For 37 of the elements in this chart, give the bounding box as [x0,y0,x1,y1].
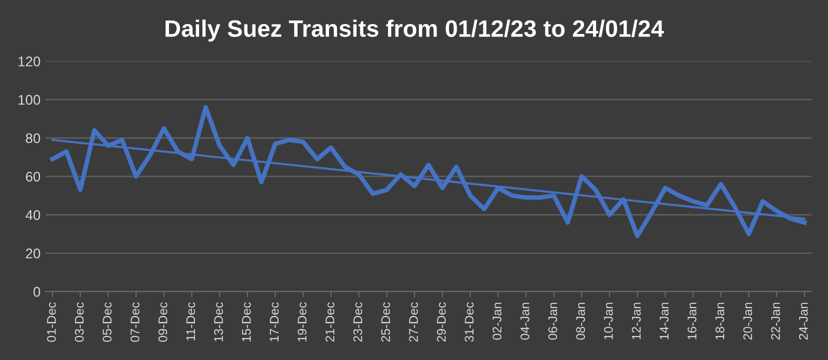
x-tick-label: 18-Jan [715,302,724,340]
x-tick-label: 29-Dec [436,302,446,342]
x-tick-label: 09-Dec [158,302,168,342]
x-tick-label: 01-Dec [47,302,56,342]
y-tick-label: 20 [26,248,40,258]
x-tick-label: 27-Dec [409,302,418,342]
x-tick-label: 14-Jan [660,302,669,340]
y-tick-label: 40 [26,210,40,220]
y-tick-label: 120 [18,56,40,66]
y-tick-label: 60 [26,172,40,182]
x-tick-label: 31-Dec [464,302,474,342]
x-tick-label: 16-Jan [688,302,696,340]
x-tick-label: 04-Jan [520,302,530,340]
x-tick-label: 22-Jan [771,302,780,340]
y-tick-label: 100 [18,94,40,105]
x-tick-label: 12-Jan [632,302,641,340]
line-series [50,105,807,238]
x-tick-label: 06-Jan [548,302,558,340]
chart-title: Daily Suez Transits from 01/12/23 to 24/01/24 [166,20,664,42]
x-tick-label: 19-Dec [298,302,307,342]
x-tick-label: 07-Dec [130,302,140,342]
x-tick-label: 05-Dec [102,302,112,342]
x-tick-label: 25-Dec [381,302,390,342]
x-tick-label: 02-Jan [492,302,502,340]
x-tick-label: 13-Dec [214,302,223,342]
x-tick-label: 21-Dec [326,302,334,342]
x-tick-label: 10-Jan [604,302,613,340]
x-tick-label: 20-Jan [743,302,752,340]
x-tick-label: 24-Jan [798,302,808,340]
x-tick-label: 03-Dec [74,302,84,342]
y-tick-label: 80 [26,133,40,144]
x-tick-label: 08-Jan [576,302,586,340]
x-tick-label: 23-Dec [353,302,362,342]
x-tick-label: 11-Dec [186,302,196,340]
x-tick-label: 17-Dec [270,302,279,342]
x-tick-label: 15-Dec [242,302,251,342]
y-tick-label: 0 [34,286,40,297]
